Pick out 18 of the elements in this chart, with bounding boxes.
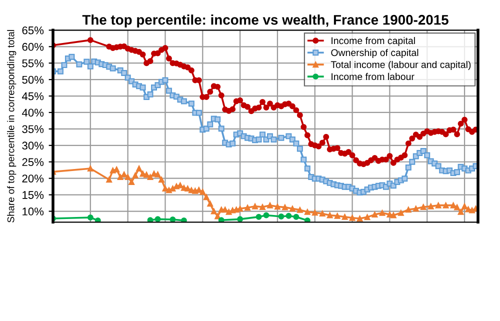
y-tick-label: 25% [22, 158, 44, 166]
y-tick-label: 60% [22, 42, 44, 51]
y-tick-label: 15% [22, 191, 44, 199]
y-tick-label: 55% [22, 59, 44, 68]
y-tick-label: 40% [22, 108, 44, 117]
y-tick-label: 20% [22, 174, 44, 182]
y-tick-label: 50% [22, 76, 44, 84]
y-tick-label: 10% [22, 208, 44, 216]
legend-label: Ownership of capital [331, 48, 418, 58]
legend-label: Income from capital [332, 36, 415, 46]
legend-label: Total income (labour and capital) [330, 60, 471, 70]
y-tick-label: 45% [22, 92, 44, 100]
y-tick-label: 30% [22, 142, 44, 150]
y-tick-label: 35% [22, 125, 44, 134]
y-tick-label: 65% [22, 26, 44, 34]
legend-label: Income from labour [332, 72, 414, 80]
chart-title: The top percentile: income vs wealth, France 1900-2015 [82, 14, 448, 28]
y-axis-title: Share of top percentile in corresponding total [7, 30, 16, 222]
